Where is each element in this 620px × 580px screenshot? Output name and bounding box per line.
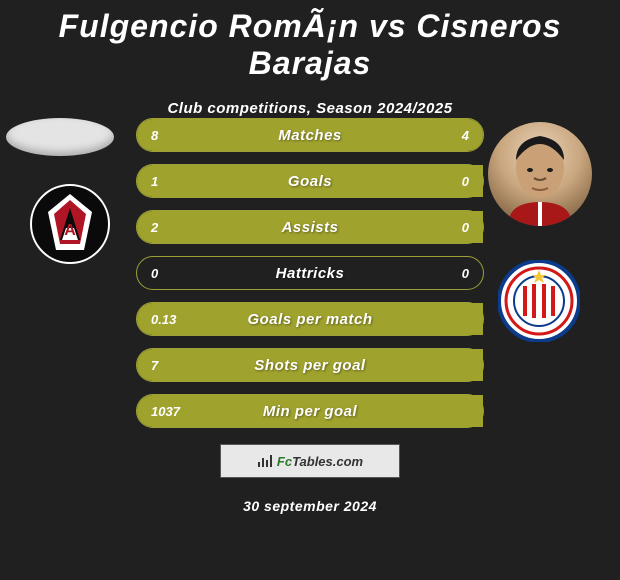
player-left-crest: A: [30, 184, 110, 264]
stat-row: 1 0 Goals: [136, 164, 484, 198]
page-title: Fulgencio RomÃ¡n vs Cisneros Barajas: [0, 0, 620, 82]
player-right-crest: [498, 260, 580, 342]
bar-chart-icon: [257, 454, 273, 468]
stat-value-left: 0.13: [151, 312, 176, 327]
stat-label: Assists: [282, 219, 339, 236]
stat-value-left: 1037: [151, 404, 180, 419]
stat-row: 7 Shots per goal: [136, 348, 484, 382]
svg-text:A: A: [64, 222, 76, 239]
stat-label: Min per goal: [263, 403, 357, 420]
player-right-avatar: [488, 122, 592, 226]
stat-value-right: 0: [462, 220, 469, 235]
stat-label: Matches: [278, 127, 342, 144]
subtitle: Club competitions, Season 2024/2025: [0, 100, 620, 117]
stat-value-left: 8: [151, 128, 158, 143]
footer-text: FcTables.com: [277, 454, 363, 469]
stat-value-right: 0: [462, 266, 469, 281]
stat-row: 0 0 Hattricks: [136, 256, 484, 290]
stat-row: 1037 Min per goal: [136, 394, 484, 428]
footer-brand: FcTables.com: [220, 444, 400, 478]
stat-value-left: 2: [151, 220, 158, 235]
stat-row: 0.13 Goals per match: [136, 302, 484, 336]
stat-value-left: 0: [151, 266, 158, 281]
stat-row: 8 4 Matches: [136, 118, 484, 152]
stats-container: 8 4 Matches 1 0 Goals 2 0 Assists 0 0 Hattricks 0.13…: [136, 118, 484, 440]
stat-value-left: 7: [151, 358, 158, 373]
stat-label: Shots per goal: [254, 357, 365, 374]
stat-label: Goals: [288, 173, 332, 190]
stat-value-right: 0: [462, 174, 469, 189]
date-text: 30 september 2024: [243, 498, 377, 514]
stat-label: Goals per match: [247, 311, 372, 328]
player-left-avatar: [6, 118, 114, 156]
stat-row: 2 0 Assists: [136, 210, 484, 244]
stat-value-right: 4: [462, 128, 469, 143]
stat-label: Hattricks: [276, 265, 345, 282]
stat-value-left: 1: [151, 174, 158, 189]
